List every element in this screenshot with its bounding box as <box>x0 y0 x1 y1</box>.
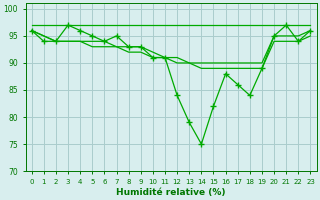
X-axis label: Humidité relative (%): Humidité relative (%) <box>116 188 226 197</box>
